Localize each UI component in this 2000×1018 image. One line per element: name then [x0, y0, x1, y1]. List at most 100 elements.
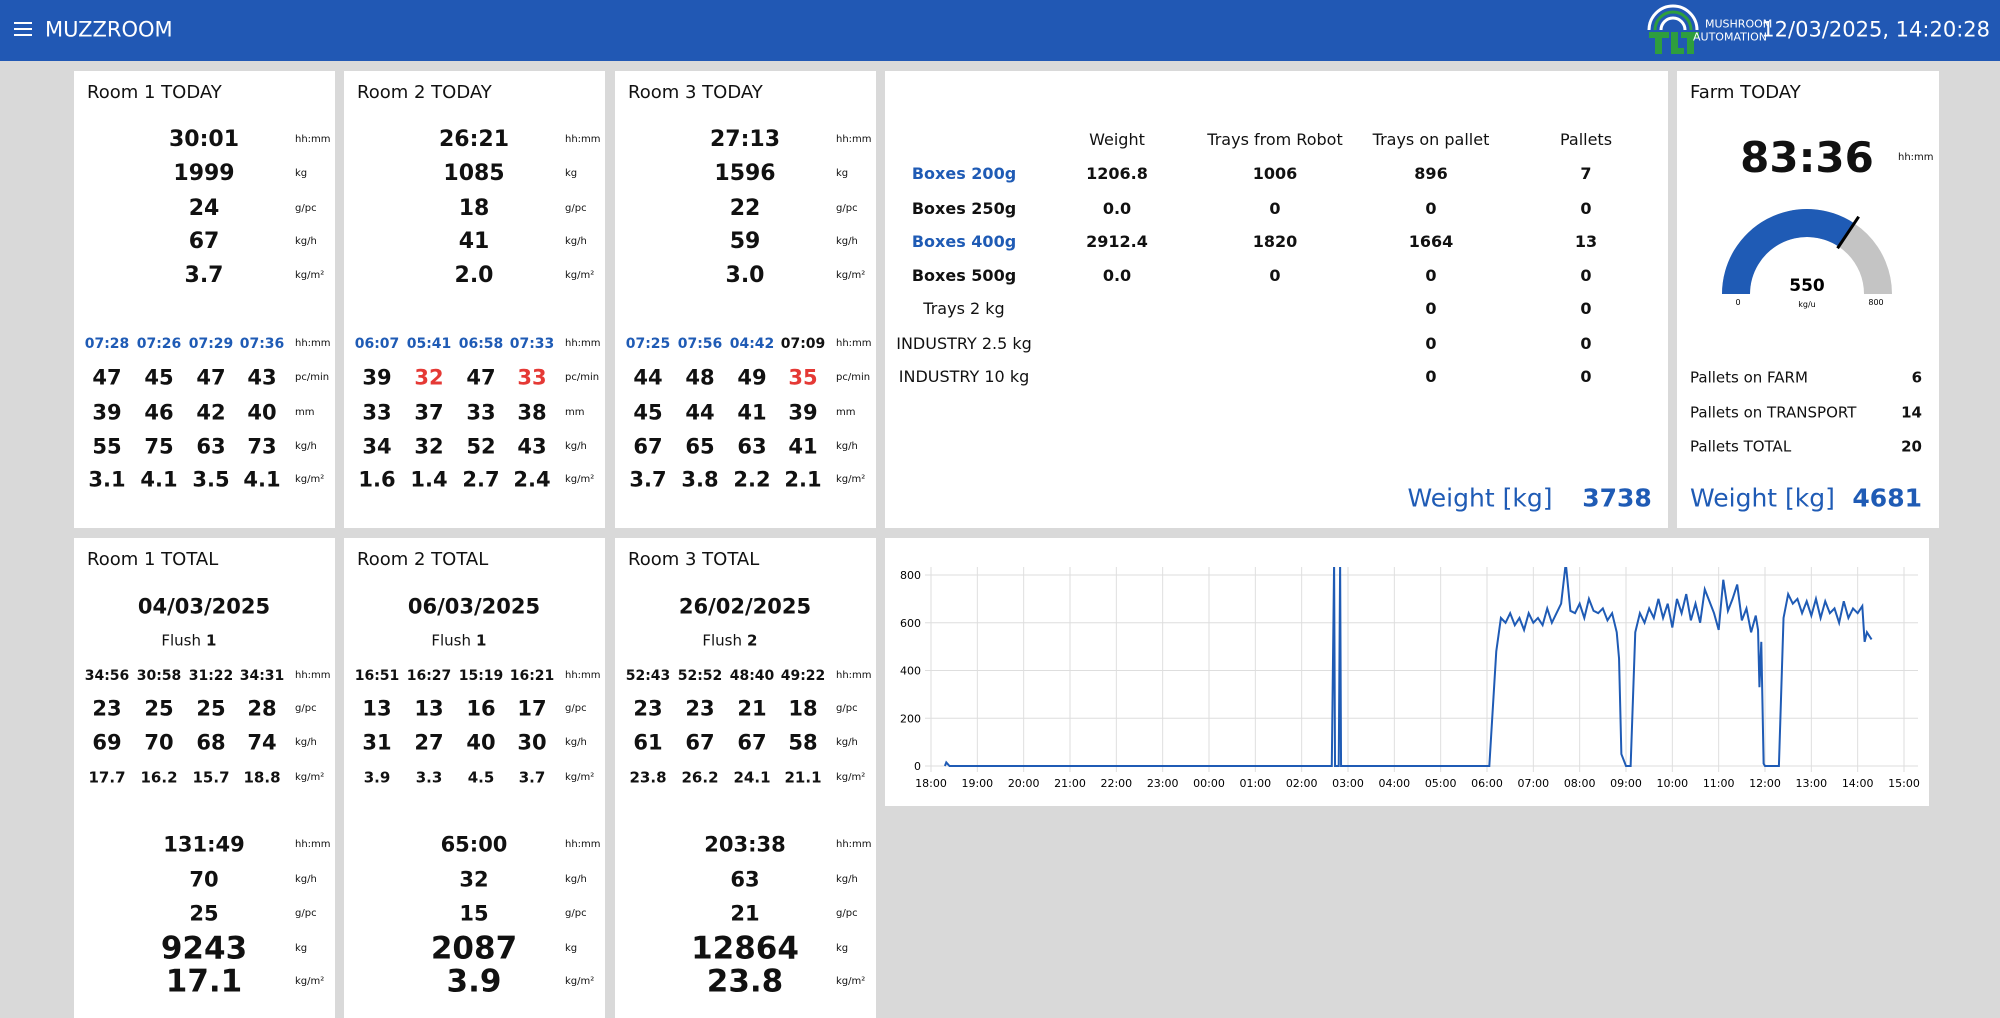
start-date: 06/03/2025	[407, 594, 541, 619]
value-cell: 3.8	[681, 467, 719, 492]
value-cell: 44	[633, 365, 663, 390]
unit: kg/h	[565, 441, 587, 452]
value-cell: 4.1	[140, 467, 178, 492]
value-cell: 45	[633, 400, 663, 425]
value-cell: 38	[517, 400, 547, 425]
total-value: 2087	[430, 930, 518, 967]
x-tick-label: 14:00	[1842, 777, 1874, 790]
table-cell: 1006	[1252, 164, 1298, 183]
unit: kg	[295, 943, 308, 954]
value-cell: 23	[633, 696, 663, 721]
unit: kg/h	[295, 874, 317, 885]
value-cell: 63	[737, 434, 767, 459]
unit: mm	[565, 407, 585, 418]
value-cell: 3.7	[629, 467, 667, 492]
data-line	[943, 567, 1873, 767]
gauge-min: 0	[1735, 298, 1740, 307]
table-cell: 0	[1580, 299, 1592, 318]
value-cell: 1.6	[358, 467, 396, 492]
value-cell: 18	[788, 696, 818, 721]
brand-line: AUTOMATION	[1693, 30, 1767, 44]
value-cell: 47	[196, 365, 226, 390]
table-cell: 896	[1414, 164, 1448, 183]
time-cell: 07:25	[625, 336, 671, 352]
value-cell: 2.4	[513, 467, 551, 492]
gauge-needle	[1836, 215, 1860, 250]
value-cell: 40	[466, 730, 496, 755]
value-cell: 49	[737, 365, 767, 390]
x-tick-label: 11:00	[1703, 777, 1735, 790]
table-cell: 0	[1580, 367, 1592, 386]
flush-label: Flush	[702, 631, 742, 650]
time-cell: 07:33	[509, 336, 555, 352]
total-value: 3.9	[446, 963, 502, 1000]
menu-icon[interactable]	[14, 21, 32, 37]
table-cell: 0.0	[1102, 199, 1132, 218]
table-cell: 0	[1425, 367, 1437, 386]
unit: kg/h	[836, 874, 858, 885]
time-cell: 07:09	[780, 336, 826, 352]
value-cell: 42	[196, 400, 226, 425]
value-cell: 28	[247, 696, 277, 721]
x-tick-label: 21:00	[1054, 777, 1086, 790]
unit: pc/min	[836, 372, 871, 383]
start-date: 04/03/2025	[137, 594, 271, 619]
time-cell: 34:56	[84, 668, 130, 684]
x-tick-label: 04:00	[1378, 777, 1410, 790]
farm-time: 83:36	[1740, 133, 1874, 182]
table-cell: 1206.8	[1086, 164, 1148, 183]
unit: hh:mm	[565, 134, 601, 145]
unit: kg/h	[295, 441, 317, 452]
unit: mm	[836, 407, 856, 418]
stat-label: Pallets on FARM	[1690, 368, 1808, 387]
room-today-panel: Room 2 TODAY 26:21 hh:mm 1085 kg 18 g/pc 41 kg/h…	[344, 71, 605, 528]
unit: kg/m²	[295, 474, 325, 485]
row-label: Trays 2 kg	[923, 299, 1005, 318]
unit: g/pc	[836, 203, 858, 214]
unit: hh:mm	[295, 338, 331, 349]
value-cell: 44	[685, 400, 715, 425]
total-value: 12864	[691, 930, 799, 967]
unit: kg/h	[836, 441, 858, 452]
unit: g/pc	[565, 908, 587, 919]
y-tick-label: 800	[900, 569, 921, 582]
summary-value: 41	[458, 229, 490, 254]
value-cell: 43	[517, 434, 547, 459]
table-cell: 0	[1269, 199, 1281, 218]
value-cell: 4.5	[467, 768, 495, 787]
value-cell: 33	[362, 400, 392, 425]
stat-label: Pallets on TRANSPORT	[1690, 403, 1857, 422]
value-cell: 63	[196, 434, 226, 459]
table-cell: 13	[1574, 232, 1598, 251]
unit: mm	[295, 407, 315, 418]
value-cell: 74	[247, 730, 277, 755]
time-cell: 16:21	[509, 668, 555, 684]
time-cell: 06:07	[354, 336, 400, 352]
row-label: Boxes 500g	[911, 266, 1017, 285]
row-label: Boxes 200g	[911, 164, 1017, 183]
x-tick-label: 23:00	[1147, 777, 1179, 790]
y-tick-label: 400	[900, 665, 921, 678]
value-cell: 13	[414, 696, 444, 721]
logo	[1647, 4, 1699, 54]
value-cell: 23	[92, 696, 122, 721]
value-cell: 4.1	[243, 467, 281, 492]
unit: hh:mm	[295, 134, 331, 145]
value-cell: 3.9	[363, 768, 391, 787]
unit: g/pc	[836, 703, 858, 714]
x-tick-label: 22:00	[1100, 777, 1132, 790]
total-value: 32	[459, 867, 489, 892]
table-cell: 0.0	[1102, 266, 1132, 285]
unit: hh:mm	[836, 338, 872, 349]
summary-value: 1999	[173, 161, 235, 186]
unit: kg/m²	[565, 772, 595, 783]
x-tick-label: 07:00	[1517, 777, 1549, 790]
value-cell: 33	[517, 365, 547, 390]
total-value: 23.8	[706, 963, 784, 1000]
unit: hh:mm	[565, 839, 601, 850]
value-cell: 3.3	[415, 768, 443, 787]
unit: g/pc	[295, 703, 317, 714]
x-tick-label: 02:00	[1286, 777, 1318, 790]
summary-value: 30:01	[168, 127, 240, 152]
